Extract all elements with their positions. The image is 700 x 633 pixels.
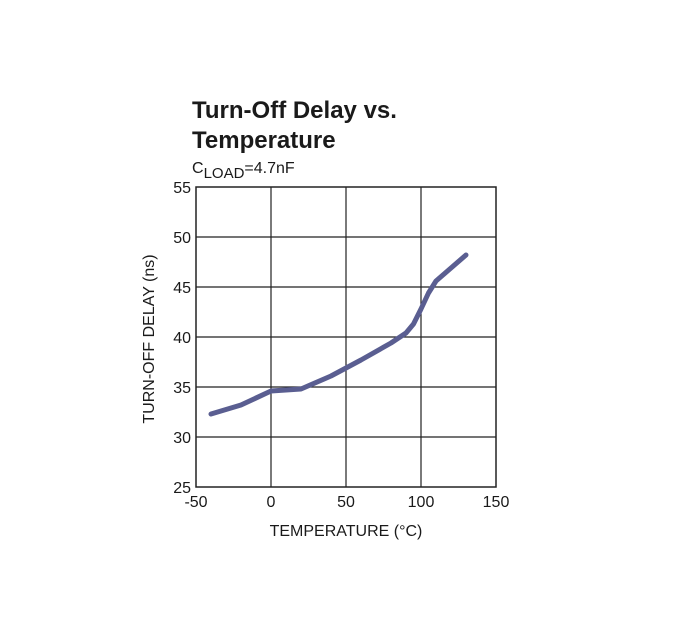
y-tick-label: 50 xyxy=(173,230,191,247)
chart-title-line-1: Turn-Off Delay vs. xyxy=(192,97,397,124)
plot-frame xyxy=(195,186,497,488)
load-condition-prefix: C xyxy=(192,160,204,177)
chart-title-line-2: Temperature xyxy=(192,127,336,154)
load-condition-value: =4.7nF xyxy=(244,160,295,177)
x-tick-label: 100 xyxy=(408,494,435,511)
y-tick-label: 40 xyxy=(173,330,191,347)
y-tick-label: 55 xyxy=(173,180,191,197)
chart-title: Turn-Off Delay vs. Temperature xyxy=(192,96,532,156)
x-axis-label: TEMPERATURE (°C) xyxy=(270,523,423,540)
x-tick-label: 0 xyxy=(267,494,276,511)
y-tick-label: 35 xyxy=(173,380,191,397)
series-line xyxy=(208,252,469,417)
grid xyxy=(196,187,496,487)
y-tick-label: 25 xyxy=(173,480,191,497)
x-tick-label: -50 xyxy=(184,494,207,511)
y-axis-label: TURN-OFF DELAY (ns) xyxy=(141,254,158,423)
y-tick-label: 30 xyxy=(173,430,191,447)
load-condition: CLOAD=4.7nF xyxy=(192,160,295,182)
y-tick-label: 45 xyxy=(173,280,191,297)
tick-labels: -50 0 50 100 150 25 30 35 40 45 50 55 xyxy=(173,180,509,511)
x-tick-label: 150 xyxy=(483,494,510,511)
x-tick-label: 50 xyxy=(337,494,355,511)
load-condition-subscript: LOAD xyxy=(203,165,245,182)
